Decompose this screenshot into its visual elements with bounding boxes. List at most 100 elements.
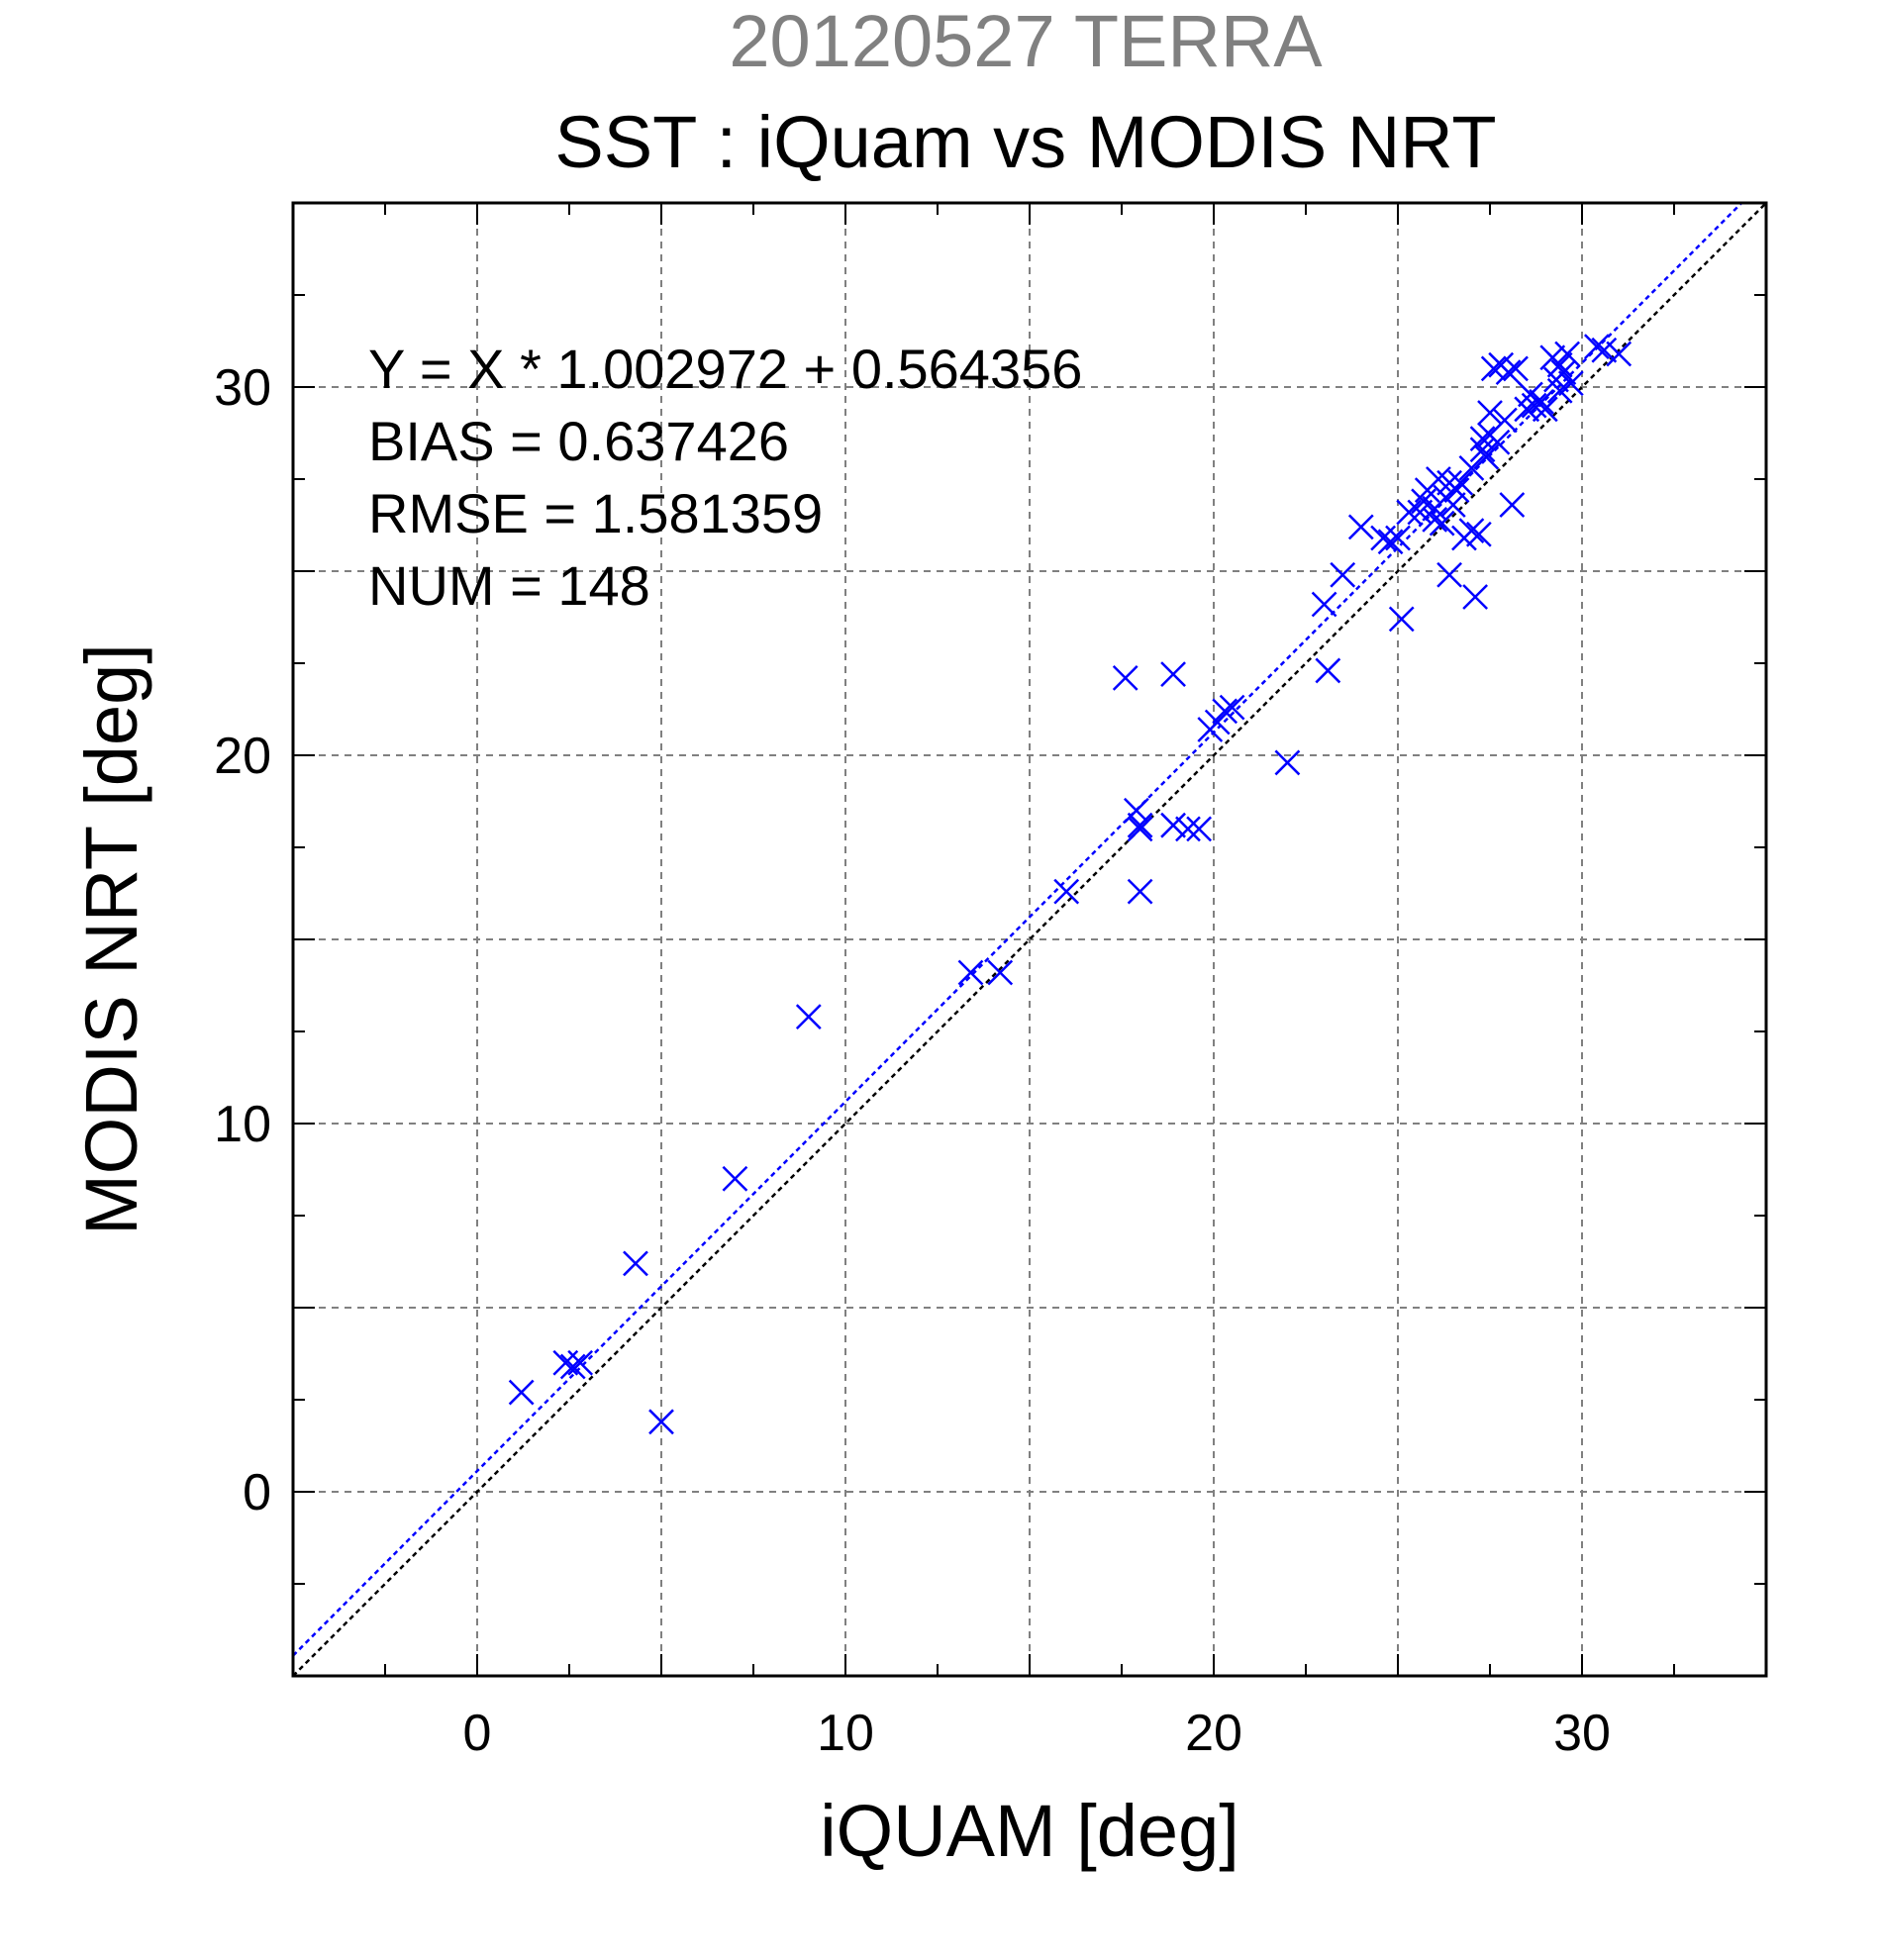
- y-tick-label: 30: [214, 359, 271, 417]
- data-point: [722, 1165, 748, 1192]
- data-point: [1219, 694, 1245, 721]
- data-point-stroke: [1127, 878, 1153, 905]
- data-point: [1583, 334, 1610, 359]
- data-point: [1127, 812, 1153, 838]
- data-point-stroke: [1458, 454, 1485, 481]
- data-point-stroke: [508, 1379, 535, 1406]
- data-point-stroke: [1212, 698, 1238, 725]
- data-point: [1557, 370, 1584, 397]
- data-point: [1274, 749, 1301, 776]
- data-point-stroke: [1112, 664, 1138, 691]
- data-point-stroke: [1447, 469, 1474, 496]
- data-point: [1127, 878, 1153, 905]
- data-point: [1591, 337, 1618, 363]
- data-point-stroke: [1385, 525, 1411, 551]
- grid-lines: [293, 203, 1766, 1676]
- x-tick-label: 30: [1553, 1705, 1611, 1762]
- annotation-line: NUM = 148: [368, 554, 650, 617]
- data-point-stroke: [1465, 521, 1492, 547]
- fit-statistics: Y = X * 1.002972 + 0.564356 BIAS = 0.6374…: [368, 338, 1082, 617]
- data-point: [552, 1349, 579, 1376]
- data-point-stroke: [1550, 359, 1577, 386]
- data-point: [1529, 388, 1554, 415]
- data-point: [1311, 591, 1337, 618]
- data-point: [1370, 525, 1397, 551]
- data-point-stroke: [1469, 437, 1496, 463]
- data-point: [1499, 492, 1526, 518]
- data-point: [1477, 400, 1503, 426]
- data-point-stroke: [1053, 878, 1080, 905]
- tick-labels: 0 10 20 30 0 10 20 30: [214, 359, 1611, 1762]
- data-point: [1160, 661, 1186, 688]
- data-point: [1439, 492, 1466, 518]
- annotation-line: BIAS = 0.637426: [368, 410, 789, 472]
- data-point: [1465, 521, 1492, 547]
- data-point-stroke: [722, 1165, 748, 1192]
- x-tick-label: 20: [1185, 1705, 1242, 1762]
- data-point: [1212, 698, 1238, 725]
- data-point: [1123, 797, 1149, 824]
- data-point-stroke: [957, 959, 984, 986]
- data-point: [1532, 396, 1558, 423]
- data-point-stroke: [1127, 816, 1153, 842]
- data-point-stroke: [987, 959, 1014, 986]
- data-point: [1186, 816, 1213, 842]
- chart-subtitle: SST : iQuam vs MODIS NRT: [554, 101, 1497, 183]
- y-axis-label: MODIS NRT [deg]: [70, 643, 152, 1235]
- data-point-stroke: [1546, 377, 1573, 404]
- data-point-stroke: [1462, 584, 1489, 610]
- data-point-stroke: [1503, 355, 1529, 382]
- data-point: [1429, 510, 1455, 537]
- data-point-stroke: [1529, 388, 1554, 415]
- data-point-stroke: [1443, 477, 1470, 504]
- data-point: [1396, 499, 1423, 526]
- data-point-stroke: [1583, 334, 1610, 359]
- data-point-stroke: [1521, 392, 1547, 419]
- data-point: [1385, 525, 1411, 551]
- data-point: [1491, 407, 1518, 434]
- data-point: [1503, 355, 1529, 382]
- data-point: [1160, 812, 1186, 838]
- data-point-stroke: [1458, 518, 1485, 543]
- tick-marks: [292, 202, 1767, 1677]
- data-point-stroke: [1160, 812, 1186, 838]
- data-point-stroke: [1315, 657, 1341, 684]
- data-point: [1127, 816, 1153, 842]
- data-point-stroke: [1554, 341, 1581, 367]
- data-point-stroke: [1557, 370, 1584, 397]
- data-point: [1480, 355, 1507, 382]
- data-point-stroke: [1127, 812, 1153, 838]
- data-point: [957, 959, 984, 986]
- chart-title: 20120527 TERRA: [729, 0, 1323, 82]
- data-point-stroke: [1219, 694, 1245, 721]
- x-tick-label: 0: [463, 1705, 492, 1762]
- data-point-stroke: [1426, 466, 1451, 492]
- data-point: [648, 1409, 674, 1435]
- data-point: [1606, 341, 1633, 367]
- annotation-line: Y = X * 1.002972 + 0.564356: [368, 338, 1082, 400]
- data-point: [567, 1349, 594, 1376]
- data-point: [1377, 529, 1404, 555]
- reference-lines: [292, 202, 1767, 1677]
- annotation-line: RMSE = 1.581359: [368, 482, 823, 544]
- y-tick-label: 20: [214, 728, 271, 785]
- data-point-stroke: [1422, 507, 1448, 533]
- fit-line: [292, 202, 1743, 1657]
- data-point-stroke: [1388, 606, 1415, 633]
- data-point: [1175, 816, 1201, 842]
- data-point: [508, 1379, 535, 1406]
- data-point: [623, 1250, 648, 1277]
- data-point: [1546, 351, 1573, 378]
- data-point: [1443, 477, 1470, 504]
- data-point: [1554, 341, 1581, 367]
- data-point-stroke: [1160, 661, 1186, 688]
- data-point: [987, 959, 1014, 986]
- data-point: [1473, 443, 1500, 470]
- data-point: [1388, 606, 1415, 633]
- y-tick-label: 10: [214, 1096, 271, 1153]
- data-point: [1112, 664, 1138, 691]
- data-point-stroke: [1518, 381, 1543, 408]
- y-tick-label: 0: [243, 1464, 271, 1521]
- data-point-stroke: [1436, 561, 1462, 588]
